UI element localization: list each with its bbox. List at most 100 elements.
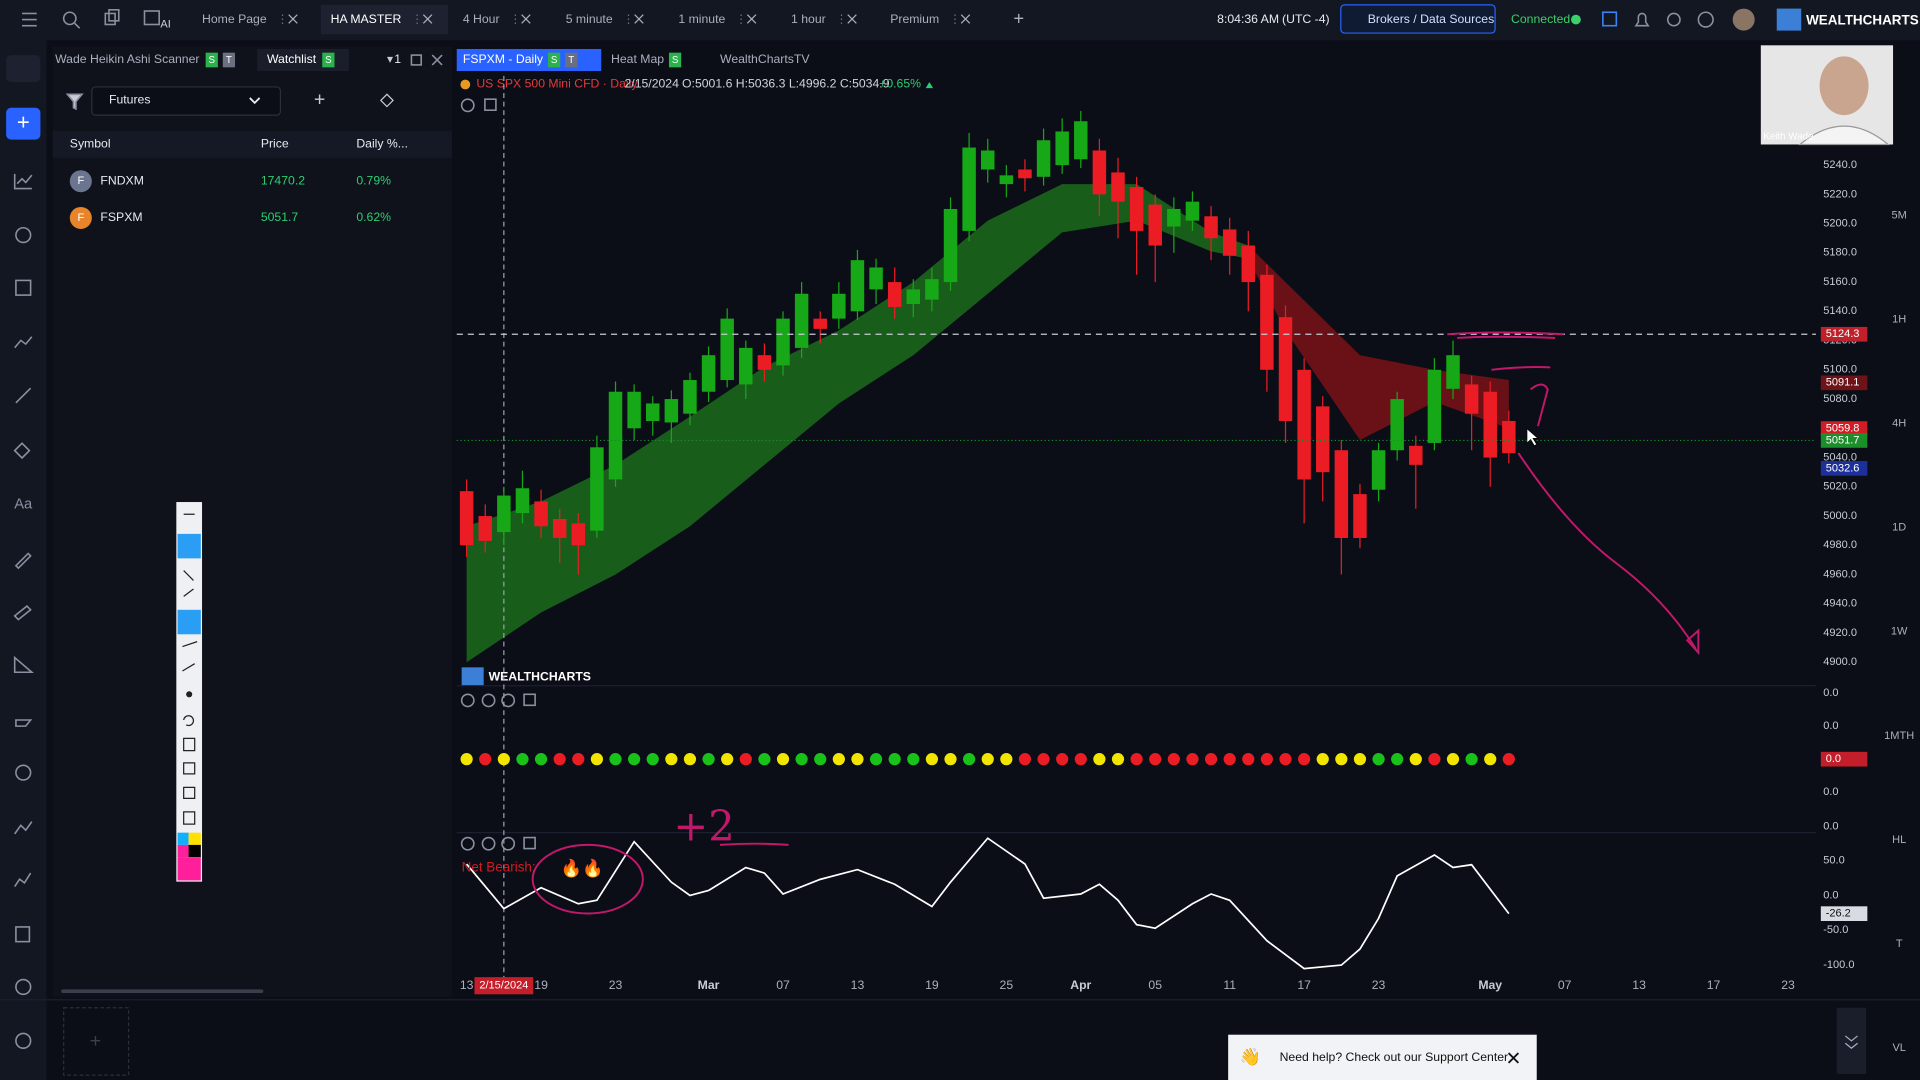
- candle-body: [794, 293, 809, 348]
- search-icon[interactable]: [62, 11, 81, 29]
- tab-label[interactable]: Home Page: [202, 12, 267, 26]
- filter-select[interactable]: [91, 86, 282, 116]
- candle-body: [1409, 445, 1423, 465]
- color-swatch[interactable]: [188, 844, 201, 858]
- timeframe[interactable]: VL: [1892, 1042, 1905, 1054]
- symbol-badge: [69, 170, 92, 193]
- tab-label[interactable]: 5 minute: [566, 12, 613, 26]
- signal-dot: [609, 753, 622, 766]
- collapse-button[interactable]: [6, 55, 41, 83]
- symbol[interactable]: FNDXM: [100, 173, 144, 187]
- candle-body: [1129, 187, 1144, 231]
- tab-close[interactable]: [422, 14, 433, 24]
- panel-menu[interactable]: ▾: [387, 52, 393, 66]
- timeframe[interactable]: 5M: [1892, 209, 1907, 221]
- candle-body: [999, 175, 1014, 185]
- candle-body: [1241, 245, 1256, 283]
- x-tick-label: 11: [1223, 978, 1236, 992]
- y-tick-label: 4940.0: [1823, 598, 1857, 610]
- timeframe[interactable]: HL: [1892, 834, 1906, 846]
- tab-menu: ⋮: [836, 12, 848, 26]
- tool-sidebar: [0, 40, 47, 1080]
- ai-icon[interactable]: [143, 10, 160, 26]
- brokers-button[interactable]: [1340, 4, 1496, 34]
- tab-close[interactable]: [960, 14, 971, 24]
- help-text[interactable]: Need help? Check out our Support Center: [1280, 1050, 1509, 1064]
- panel-tab[interactable]: Wade Heikin Ashi Scanner: [55, 52, 199, 66]
- symbol-icon: [460, 79, 471, 90]
- brokers-label: Brokers / Data Sources: [1368, 12, 1494, 26]
- color-swatch[interactable]: [177, 832, 189, 845]
- candle-body: [701, 355, 716, 392]
- table-header: [52, 131, 452, 158]
- new-tab[interactable]: +: [1013, 7, 1024, 28]
- tag-icon[interactable]: [379, 93, 394, 108]
- webcam-name: Keith Wade: [1763, 132, 1813, 143]
- panel-count: 1: [394, 52, 401, 66]
- price: 5051.7: [261, 210, 299, 224]
- color-swatch[interactable]: [177, 844, 189, 858]
- signal-dot: [1186, 753, 1199, 766]
- timeframe[interactable]: 1D: [1892, 522, 1906, 534]
- top-icons[interactable]: [1602, 11, 1714, 28]
- color-swatch[interactable]: [188, 832, 201, 845]
- add-button[interactable]: [6, 107, 41, 140]
- timeframe[interactable]: 1H: [1892, 313, 1906, 325]
- price-label: 5032.6: [1826, 462, 1860, 474]
- tab-close[interactable]: [288, 14, 298, 24]
- chart-tab[interactable]: WealthChartsTV: [720, 52, 810, 66]
- signal-dot: [814, 753, 827, 766]
- color-current[interactable]: [177, 857, 201, 881]
- candle-body: [1315, 406, 1330, 473]
- candle-body: [943, 208, 958, 283]
- tab-menu: ⋮: [949, 12, 961, 26]
- tab-label[interactable]: HA MASTER: [331, 12, 402, 26]
- timeframe[interactable]: 4H: [1892, 418, 1906, 430]
- tab-close[interactable]: [746, 14, 757, 24]
- tab-close[interactable]: [521, 14, 531, 24]
- candle-body: [1055, 131, 1069, 166]
- x-tick-label: 17: [1297, 978, 1311, 992]
- signal-dot: [1056, 753, 1069, 766]
- timeframe[interactable]: T: [1896, 938, 1903, 950]
- tab-close[interactable]: [634, 14, 644, 24]
- price: 17470.2: [261, 173, 305, 187]
- cloud-band: [1248, 245, 1509, 440]
- filter-icon[interactable]: [65, 93, 84, 111]
- badge: [222, 52, 236, 68]
- help-close[interactable]: [1507, 1052, 1520, 1064]
- symbol[interactable]: FSPXM: [100, 210, 142, 224]
- sidebar-icons[interactable]: [13, 173, 34, 1049]
- y-tick-label: 5160.0: [1823, 276, 1857, 288]
- chart-tab[interactable]: FSPXM - Daily: [463, 52, 544, 66]
- add-panel[interactable]: [63, 1007, 130, 1076]
- panel-tab[interactable]: Watchlist: [267, 52, 317, 66]
- tab-label[interactable]: 1 hour: [791, 12, 826, 26]
- pane-controls[interactable]: [460, 98, 536, 851]
- timeframe[interactable]: 1W: [1891, 626, 1908, 638]
- avatar[interactable]: [1732, 8, 1755, 31]
- draw-tools[interactable]: [182, 513, 198, 825]
- candle-body: [1092, 150, 1107, 195]
- tab-close[interactable]: [847, 14, 857, 24]
- candle-body: [1297, 369, 1311, 480]
- tab-label[interactable]: 1 minute: [678, 12, 725, 26]
- indicator-label: Net Bearish:: [462, 860, 536, 875]
- draw-tool-active: [177, 533, 201, 559]
- status: Connected: [1511, 12, 1570, 26]
- layouts-icon[interactable]: [104, 9, 120, 26]
- chart-tab[interactable]: Heat Map: [611, 52, 664, 66]
- timezone: (UTC -4): [1282, 12, 1330, 26]
- menu-icon[interactable]: [22, 12, 37, 27]
- tab-label[interactable]: Premium: [890, 12, 939, 26]
- signal-dot: [1446, 753, 1460, 766]
- candle-body: [608, 391, 623, 480]
- panel-controls[interactable]: [410, 54, 443, 66]
- add-symbol[interactable]: +: [314, 89, 325, 111]
- tab-label[interactable]: 4 Hour: [463, 12, 500, 26]
- last-value-bg: [1820, 906, 1868, 922]
- last-value: -26.2: [1826, 908, 1851, 920]
- text-tool[interactable]: Aa: [14, 496, 33, 512]
- badge-label: T: [568, 55, 574, 66]
- timeframe[interactable]: 1MTH: [1884, 730, 1914, 742]
